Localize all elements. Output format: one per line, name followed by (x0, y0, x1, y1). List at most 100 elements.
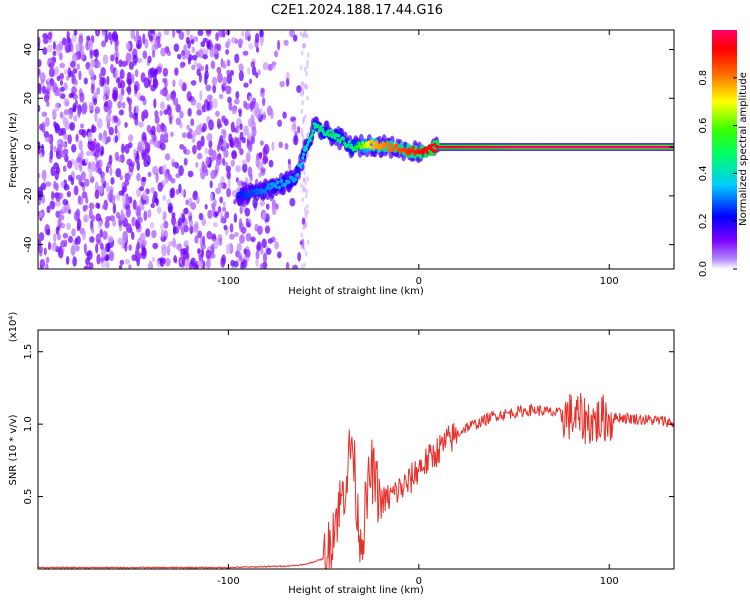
heatmap-cell (210, 60, 216, 70)
heatmap-cell (62, 114, 66, 123)
heatmap-cell (135, 105, 140, 113)
heatmap-cell (307, 131, 310, 137)
heatmap-cell (259, 200, 266, 207)
heatmap-cell (301, 91, 305, 97)
heatmap-cell (99, 228, 103, 238)
heatmap-cell (66, 190, 72, 198)
heatmap-cell (62, 37, 67, 46)
heatmap-cell (180, 189, 185, 197)
heatmap-cell (205, 84, 212, 92)
heatmap-cell (306, 152, 309, 158)
snr-x-ticks: -100 0 100 (217, 330, 619, 587)
y-tick-label: 1.5 (23, 344, 34, 360)
heatmap-cell (230, 159, 236, 167)
heatmap-cell (76, 156, 82, 163)
heatmap-cell (171, 215, 177, 226)
heatmap-cell (66, 222, 71, 231)
heatmap-cell (172, 30, 176, 38)
heatmap-cell (157, 42, 162, 48)
heatmap-cell (187, 39, 191, 49)
colorbar-ticks: 0.0 0.2 0.4 0.6 0.8 (698, 70, 737, 277)
heatmap-cell (300, 183, 303, 189)
heatmap-cell (187, 107, 192, 117)
heatmap-cell (249, 78, 253, 85)
heatmap-cell (243, 125, 249, 136)
heatmap-cell (92, 49, 98, 57)
heatmap-cell (43, 130, 50, 139)
heatmap-cell (162, 257, 166, 265)
heatmap-cell (51, 191, 55, 201)
heatmap-cell (215, 110, 220, 117)
heatmap-cell (71, 143, 77, 153)
heatmap-cell (235, 125, 240, 134)
heatmap-cell (305, 251, 308, 257)
heatmap-cell (128, 61, 135, 70)
heatmap-cell (125, 42, 131, 51)
heatmap-cell (160, 230, 165, 239)
heatmap-cell (262, 146, 268, 158)
heatmap-cell (54, 124, 61, 131)
heatmap-cell (292, 264, 299, 269)
heatmap-cell (39, 249, 43, 257)
heatmap-cell (206, 30, 212, 35)
heatmap-cell (125, 223, 132, 234)
heatmap-cell (39, 258, 46, 269)
y-tick-label: 0.5 (23, 489, 34, 505)
heatmap-cell (119, 174, 123, 181)
heatmap-cell (51, 242, 57, 252)
heatmap-cell (190, 98, 197, 106)
heatmap-cell (95, 30, 101, 37)
heatmap-cell (289, 197, 296, 207)
heatmap-cell (141, 176, 147, 182)
heatmap-cell (162, 164, 167, 176)
heatmap-cell (38, 232, 45, 242)
heatmap-cell (306, 59, 309, 65)
heatmap-cell (256, 244, 261, 252)
heatmap-cell (51, 108, 57, 119)
heatmap-cell (235, 91, 240, 100)
heatmap-cell (173, 255, 178, 264)
heatmap-cell (205, 249, 211, 260)
heatmap-cell (86, 250, 93, 261)
heatmap-cell (128, 103, 132, 114)
heatmap-cell (137, 57, 143, 64)
heatmap-cell (223, 224, 228, 231)
snr-line (38, 392, 674, 569)
heatmap-cell (220, 215, 226, 223)
heatmap-cell (70, 245, 76, 256)
heatmap-cell (173, 43, 180, 52)
heatmap-cell (282, 111, 287, 119)
heatmap-cell (59, 214, 65, 221)
heatmap-cell (53, 162, 60, 170)
heatmap-cell (278, 141, 284, 149)
heatmap-cell (131, 73, 135, 84)
heatmap-cell (134, 116, 139, 126)
heatmap-cell (100, 149, 104, 157)
snr-y-label: SNR (10 * v/v) (8, 414, 19, 485)
heatmap-cell (59, 86, 65, 92)
heatmap-cell (119, 259, 125, 266)
heatmap-cell (167, 202, 174, 214)
heatmap-cell (151, 229, 157, 239)
heatmap-cell (141, 248, 147, 260)
heatmap-cell (305, 143, 309, 147)
heatmap-cell (229, 141, 234, 148)
heatmap-cell (304, 222, 308, 228)
heatmap-cell (159, 110, 163, 116)
heatmap-cell (114, 135, 118, 143)
heatmap-cell (164, 153, 171, 161)
heatmap-cell (115, 168, 122, 178)
heatmap-cell (88, 208, 93, 220)
heatmap-cell (267, 63, 273, 71)
heatmap-cell (175, 189, 180, 195)
heatmap-cell (238, 63, 244, 72)
heatmap-cell (331, 131, 335, 136)
heatmap-cell (229, 242, 233, 251)
heatmap-cell (216, 144, 221, 152)
heatmap-cell (181, 213, 186, 223)
heatmap-cell (289, 30, 296, 38)
heatmap-cell (179, 61, 185, 69)
heatmap-cell (143, 210, 148, 221)
heatmap-cell (218, 30, 224, 38)
heatmap-cell (132, 199, 137, 210)
